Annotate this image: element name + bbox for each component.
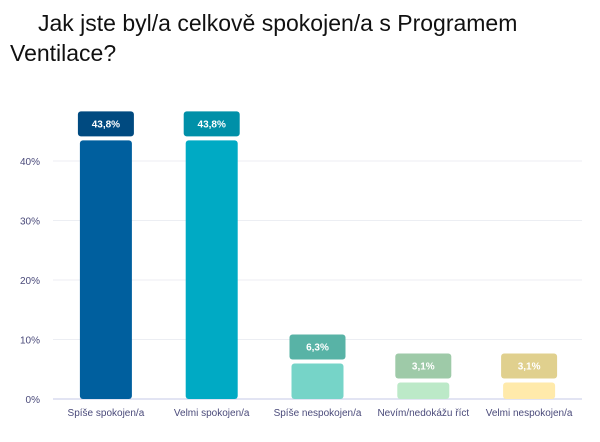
y-tick-label: 0% [26, 395, 41, 406]
y-tick-label: 10% [20, 336, 40, 347]
data-label: 43,8% [198, 119, 226, 130]
chart-title: Jak jste byl/a celkově spokojen/a s Prog… [10, 10, 518, 66]
x-tick-label: Spíše nespokojen/a [274, 408, 362, 419]
x-tick-label: Nevím/nedokážu říct [377, 408, 469, 419]
data-label-box [395, 353, 452, 379]
y-tick-label: 30% [20, 217, 40, 228]
data-label-box [289, 334, 346, 360]
x-tick-label: Velmi spokojen/a [174, 408, 250, 419]
data-label: 3,1% [518, 362, 541, 373]
data-label: 3,1% [412, 362, 435, 373]
bar [79, 140, 132, 399]
data-label: 43,8% [92, 119, 120, 130]
data-label-box [501, 353, 558, 379]
data-label: 6,3% [306, 343, 329, 354]
data-label-box [77, 111, 134, 137]
bar [185, 140, 238, 399]
x-tick-label: Spíše spokojen/a [68, 408, 145, 419]
bar [397, 382, 450, 399]
y-tick-label: 40% [20, 157, 40, 168]
data-label-box [183, 111, 240, 137]
bar [503, 382, 556, 399]
y-tick-label: 20% [20, 276, 40, 287]
x-tick-label: Velmi nespokojen/a [486, 408, 573, 419]
bar [291, 363, 344, 399]
